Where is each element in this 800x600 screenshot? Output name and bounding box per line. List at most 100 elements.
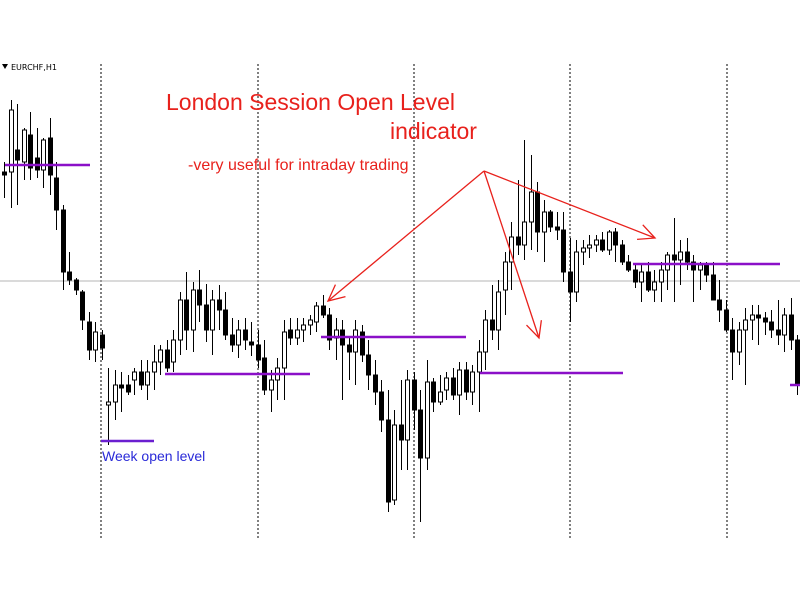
- candle: [301, 318, 306, 342]
- candle-body-bear: [613, 231, 618, 246]
- candle: [412, 372, 417, 430]
- candle: [600, 232, 605, 252]
- candle-body-bear: [418, 409, 423, 459]
- candle: [477, 340, 482, 412]
- candle-body-bear: [763, 317, 768, 323]
- candle-body-bear: [230, 334, 235, 346]
- candle-body-bear: [795, 339, 800, 386]
- candle-body-bear: [711, 274, 716, 301]
- candlesticks: [2, 100, 800, 522]
- candle-body-bull: [425, 381, 430, 459]
- candle-body-bull: [574, 251, 579, 293]
- candle-body-bull: [639, 271, 644, 283]
- candle: [321, 295, 326, 318]
- candle: [353, 320, 358, 385]
- candle: [620, 240, 625, 265]
- candle-body-bear: [561, 229, 566, 273]
- candle-body-bull: [665, 254, 670, 271]
- candle-body-bull: [457, 369, 462, 396]
- candle-body-bear: [360, 331, 365, 356]
- candle: [711, 262, 716, 301]
- candle-body-bear: [373, 374, 378, 393]
- candle-body-bear: [704, 264, 709, 276]
- candle: [672, 218, 677, 302]
- candle: [80, 290, 85, 330]
- candle-body-bear: [87, 321, 92, 351]
- candle: [750, 305, 755, 340]
- arrow-shaft: [483, 170, 540, 339]
- candle-body-bear: [633, 269, 638, 283]
- candle-body-bull: [41, 139, 46, 171]
- candle-body-bull: [152, 361, 157, 373]
- candle-body-bull: [496, 291, 501, 331]
- candle: [54, 162, 59, 230]
- candle: [457, 362, 462, 415]
- candle-body-bull: [132, 371, 137, 381]
- candle-body-bull: [444, 377, 449, 391]
- candle: [776, 300, 781, 345]
- candle: [230, 318, 235, 352]
- candle-body-bull: [353, 329, 358, 353]
- candle: [405, 370, 410, 470]
- candle: [724, 300, 729, 332]
- candle-body-bear: [490, 319, 495, 331]
- candle: [249, 322, 254, 356]
- candle-body-bear: [620, 244, 625, 263]
- candle: [529, 155, 534, 250]
- candle-body-bull: [236, 329, 241, 346]
- candle: [769, 310, 774, 338]
- annotation-arrow: [326, 170, 485, 302]
- candle: [139, 360, 144, 390]
- candle-body-bear: [100, 334, 105, 349]
- candle-body-bear: [61, 209, 66, 273]
- candle: [373, 360, 378, 405]
- candle: [613, 228, 618, 262]
- candle-body-bull: [743, 319, 748, 331]
- candle: [763, 312, 768, 335]
- annotation-arrows: [326, 170, 657, 340]
- candle: [633, 265, 638, 288]
- annotation-title-line1: London Session Open Level: [166, 89, 455, 115]
- candle: [113, 370, 118, 420]
- candle-body-bear: [15, 149, 20, 161]
- candle-body-bear: [347, 344, 352, 353]
- candle: [217, 285, 222, 330]
- candle: [360, 325, 365, 362]
- candle: [665, 252, 670, 290]
- arrow-head: [637, 224, 657, 241]
- candle-body-bull: [750, 314, 755, 321]
- candle-body-bear: [249, 341, 254, 346]
- candle-body-bear: [243, 329, 248, 341]
- candle-body-bull: [392, 424, 397, 501]
- candle-body-bull: [581, 247, 586, 253]
- candle: [106, 368, 111, 445]
- candle: [145, 360, 150, 400]
- candle-body-bear: [67, 271, 72, 281]
- candle-body-bear: [288, 329, 293, 339]
- candle: [191, 282, 196, 352]
- candle: [639, 265, 644, 302]
- candle: [496, 280, 501, 350]
- candle-body-bull: [178, 299, 183, 341]
- candle: [197, 270, 202, 322]
- annotation-subtitle: -very useful for intraday trading: [188, 157, 409, 174]
- candle: [743, 308, 748, 385]
- candle-body-bull: [191, 289, 196, 331]
- candle: [334, 318, 339, 360]
- candle-body-bear: [600, 239, 605, 251]
- candle-body-bear: [184, 299, 189, 331]
- candle: [483, 310, 488, 370]
- candle: [9, 100, 14, 208]
- candle-body-bear: [48, 137, 53, 176]
- candle-body-bear: [691, 261, 696, 271]
- candle-body-bear: [119, 384, 124, 389]
- candle: [41, 138, 46, 188]
- week-open-label: Week open level: [102, 448, 205, 464]
- candle-body-bull: [158, 349, 163, 363]
- candle: [269, 370, 274, 412]
- candle: [132, 368, 137, 395]
- candle: [607, 230, 612, 255]
- candle-body-bull: [308, 319, 313, 326]
- candle-body-bear: [54, 177, 59, 211]
